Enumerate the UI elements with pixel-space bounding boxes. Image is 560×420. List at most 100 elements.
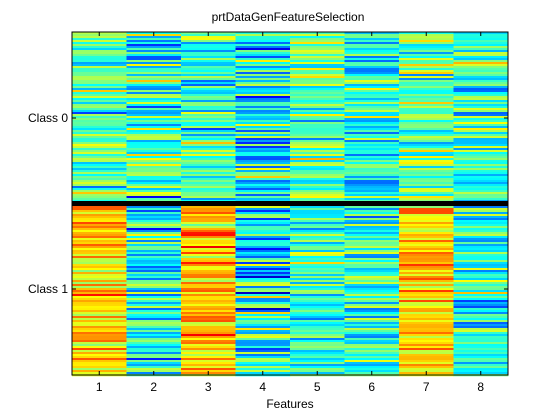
heatmap-cell <box>126 148 182 151</box>
heatmap-cell <box>181 112 236 115</box>
heatmap-cell <box>72 226 127 229</box>
heatmap-cell <box>453 160 509 163</box>
heatmap-cell <box>72 124 127 127</box>
x-tick-label: 7 <box>423 380 430 394</box>
heatmap-cell <box>290 58 345 61</box>
heatmap-cell <box>72 212 127 215</box>
heatmap-cell <box>399 364 454 367</box>
heatmap-cell <box>235 118 291 121</box>
heatmap-cell <box>181 266 236 269</box>
heatmap-cell <box>235 62 291 65</box>
heatmap-cell <box>181 62 236 65</box>
heatmap-cell <box>181 206 236 209</box>
heatmap-cell <box>72 38 127 41</box>
heatmap-cell <box>399 248 454 251</box>
heatmap-cell <box>399 298 454 301</box>
heatmap-cell <box>453 254 509 257</box>
heatmap-cell <box>290 46 345 49</box>
heatmap-cell <box>290 96 345 99</box>
heatmap-cell <box>453 232 509 235</box>
heatmap-cell <box>181 368 236 371</box>
heatmap-cell <box>181 218 236 221</box>
heatmap-cell <box>290 148 345 151</box>
heatmap-cell <box>399 192 454 195</box>
heatmap-cell <box>126 284 182 287</box>
heatmap-cell <box>126 180 182 183</box>
heatmap-cell <box>290 198 345 201</box>
heatmap-cell <box>235 330 291 333</box>
heatmap-cell <box>453 244 509 247</box>
heatmap-cell <box>72 94 127 97</box>
heatmap-cell <box>72 162 127 165</box>
heatmap-cell <box>399 366 454 369</box>
heatmap-cell <box>72 106 127 109</box>
heatmap-cell <box>72 76 127 79</box>
heatmap-cell <box>290 192 345 195</box>
heatmap-cell <box>235 176 291 179</box>
feature-column-7 <box>399 206 454 377</box>
heatmap-cell <box>72 208 127 211</box>
heatmap-cell <box>235 70 291 73</box>
heatmap-cell <box>72 100 127 103</box>
heatmap-cell <box>344 212 400 215</box>
heatmap-cell <box>453 364 509 367</box>
heatmap-cell <box>290 36 345 39</box>
heatmap-cell <box>399 144 454 147</box>
heatmap-cell <box>72 240 127 243</box>
heatmap-cell <box>126 110 182 113</box>
heatmap-cell <box>453 368 509 371</box>
heatmap-cell <box>399 194 454 197</box>
heatmap-cell <box>235 166 291 169</box>
heatmap-cell <box>399 172 454 175</box>
heatmap-cell <box>344 72 400 75</box>
heatmap-cell <box>344 84 400 87</box>
heatmap-cell <box>344 42 400 45</box>
heatmap-cell <box>399 122 454 125</box>
heatmap-cell <box>72 218 127 221</box>
heatmap-cell <box>399 286 454 289</box>
heatmap-cell <box>399 164 454 167</box>
heatmap-cell <box>399 262 454 265</box>
heatmap-cell <box>344 130 400 133</box>
heatmap-cell <box>72 58 127 61</box>
heatmap-cell <box>399 282 454 285</box>
heatmap-cell <box>72 70 127 73</box>
heatmap-cell <box>235 84 291 87</box>
heatmap-cell <box>72 270 127 273</box>
heatmap-cell <box>72 362 127 365</box>
heatmap-cell <box>399 120 454 123</box>
heatmap-cell <box>235 140 291 143</box>
heatmap-cell <box>290 44 345 47</box>
heatmap-cell <box>126 216 182 219</box>
heatmap-cell <box>344 196 400 199</box>
heatmap-cell <box>290 358 345 361</box>
heatmap-cell <box>181 344 236 347</box>
heatmap-cell <box>399 348 454 351</box>
heatmap-cell <box>453 92 509 95</box>
heatmap-cell <box>126 288 182 291</box>
heatmap-cell <box>235 102 291 105</box>
heatmap-cell <box>235 36 291 39</box>
heatmap-cell <box>290 154 345 157</box>
heatmap-cell <box>453 312 509 315</box>
heatmap-cell <box>399 250 454 253</box>
heatmap-cell <box>126 318 182 321</box>
heatmap-cell <box>453 94 509 97</box>
heatmap-cell <box>181 194 236 197</box>
heatmap-cell <box>399 308 454 311</box>
heatmap-cell <box>72 122 127 125</box>
heatmap-cell <box>290 270 345 273</box>
heatmap-cell <box>344 70 400 73</box>
heatmap-cell <box>126 312 182 315</box>
heatmap-cell <box>72 260 127 263</box>
heatmap-cell <box>181 356 236 359</box>
heatmap-cell <box>290 312 345 315</box>
feature-column-8 <box>453 206 509 377</box>
heatmap-cell <box>344 52 400 55</box>
heatmap-cell <box>72 60 127 63</box>
x-tick-label: 3 <box>205 380 212 394</box>
heatmap-cell <box>290 234 345 237</box>
heatmap-cell <box>290 328 345 331</box>
heatmap-cell <box>290 314 345 317</box>
heatmap-cell <box>399 278 454 281</box>
